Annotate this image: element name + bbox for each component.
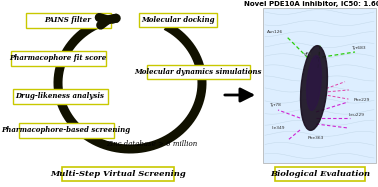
Text: PAINS filter: PAINS filter [45,16,91,24]
FancyBboxPatch shape [263,8,376,163]
FancyBboxPatch shape [19,122,113,137]
Text: Leu229: Leu229 [349,113,365,117]
FancyBboxPatch shape [62,167,174,181]
Text: Asn126: Asn126 [267,30,283,34]
Text: Molecular docking: Molecular docking [141,16,215,24]
Text: Molecular dynamics simulations: Molecular dynamics simulations [134,68,262,76]
FancyBboxPatch shape [11,50,105,65]
Text: gP8: gP8 [304,52,312,56]
FancyBboxPatch shape [275,167,365,181]
Text: Pharmacophore-based screening: Pharmacophore-based screening [2,126,130,134]
FancyBboxPatch shape [139,13,217,27]
Text: Tyr78: Tyr78 [269,103,281,107]
Text: Phe363: Phe363 [308,136,324,140]
Text: Ile349: Ile349 [271,126,285,130]
Text: Drug-likeness analysis: Drug-likeness analysis [15,92,104,100]
Text: Pharmacophore fit score: Pharmacophore fit score [9,54,107,62]
Text: Phe229: Phe229 [354,98,370,102]
FancyBboxPatch shape [147,65,249,79]
Ellipse shape [301,46,327,130]
Text: Zinc database > 6 million: Zinc database > 6 million [106,140,198,148]
Text: Multi-Step Virtual Screening: Multi-Step Virtual Screening [50,170,186,178]
Ellipse shape [307,56,321,110]
Text: Biological Evaluation: Biological Evaluation [270,170,370,178]
FancyBboxPatch shape [12,88,107,103]
FancyBboxPatch shape [25,13,110,27]
Text: Tyr683: Tyr683 [351,46,365,50]
Text: Novel PDE10A inhibitor, IC50: 1.60 μM: Novel PDE10A inhibitor, IC50: 1.60 μM [244,1,378,7]
